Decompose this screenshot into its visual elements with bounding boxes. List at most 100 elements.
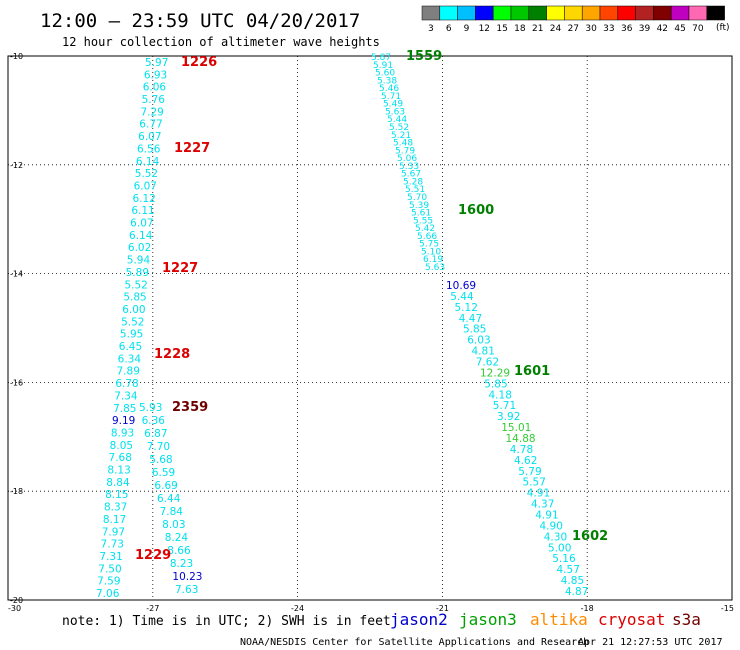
wave-height-value: 4.18: [489, 389, 512, 401]
wave-height-value: 4.91: [535, 510, 558, 522]
wave-height-value: 12.29: [480, 367, 510, 379]
time-tag: 1226: [181, 55, 217, 70]
wave-height-value: 6.12: [132, 193, 155, 205]
lat-label: -18: [10, 487, 23, 496]
wave-height-value: 4.30: [544, 531, 567, 543]
wave-height-value: 5.38: [377, 76, 397, 86]
lat-label: -16: [10, 378, 23, 387]
scale-tick-label: 24: [550, 24, 562, 34]
wave-height-value: 5.51: [405, 185, 425, 195]
lat-label: -20: [10, 596, 23, 605]
wave-height-value: 6.07: [130, 218, 153, 230]
scale-swatch: [457, 5, 476, 21]
scale-tick-label: 15: [496, 24, 507, 34]
wave-height-value: 5.52: [389, 123, 409, 133]
wave-height-value: 7.62: [476, 357, 499, 369]
scale-swatch: [546, 5, 565, 21]
scale-swatch: [670, 5, 690, 21]
wave-height-value: 5.63: [385, 107, 405, 117]
time-tag: 2359: [172, 400, 208, 415]
scale-swatch: [599, 5, 619, 21]
altimeter-tracks: 5.976.936.065.767.296.776.076.566.145.52…: [96, 53, 588, 600]
scale-tick-label: 6: [446, 24, 452, 34]
satellite-altika-label: altika: [530, 610, 588, 629]
wave-height-value: 10.23: [172, 571, 202, 583]
time-tag: 1600: [458, 203, 494, 218]
lon-label: -24: [291, 604, 304, 613]
scale-tick-label: 12: [479, 24, 490, 34]
wave-height-value: 4.91: [527, 488, 550, 500]
wave-height-value: 7.06: [96, 588, 120, 600]
scale-unit-label: (ft): [716, 23, 730, 33]
wave-height-value: 8.93: [111, 427, 134, 439]
lon-label: -27: [146, 604, 159, 613]
map-title: 12:00 – 23:59 UTC 04/20/2017: [40, 10, 360, 32]
wave-height-value: 5.89: [126, 267, 149, 279]
wave-height-value: 5.66: [417, 232, 437, 242]
wave-height-value: 6.59: [152, 467, 175, 479]
wave-height-value: 4.87: [565, 586, 588, 598]
scale-swatch: [635, 5, 654, 21]
wave-height-value: 5.39: [409, 201, 429, 211]
wave-height-value: 6.02: [128, 242, 151, 254]
lon-label: -21: [436, 604, 449, 613]
wave-height-value: 3.92: [497, 411, 520, 423]
map-frame: [7, 55, 733, 601]
wave-height-value: 6.78: [115, 378, 138, 390]
wave-height-value: 5.67: [401, 170, 421, 180]
time-tag: 1229: [135, 548, 171, 563]
wave-height-value: 7.97: [102, 526, 125, 538]
credit-line: NOAA/NESDIS Center for Satellite Applica…: [240, 637, 589, 648]
wave-height-value: 8.05: [110, 440, 133, 452]
wave-height-value: 5.28: [403, 177, 423, 187]
wave-height-value: 5.85: [463, 324, 486, 336]
wave-height-value: 7.31: [99, 551, 122, 563]
wave-height-value: 6.11: [131, 205, 154, 217]
wave-height-value: 4.78: [510, 444, 533, 456]
wave-height-value: 5.46: [379, 84, 399, 94]
wave-height-scale: 3 6 9 12 15 18 21 24 27 30 33 36 39 42 45 70: [421, 5, 725, 34]
wave-height-value: 6.34: [118, 353, 142, 365]
wave-height-value: 5.52: [135, 168, 158, 180]
wave-height-value: 5.60: [375, 69, 395, 79]
wave-height-value: 5.44: [450, 291, 474, 303]
wave-height-value: 6.45: [119, 341, 142, 353]
wave-height-value: 5.06: [397, 154, 417, 164]
scale-swatch: [653, 5, 672, 21]
lat-lon-grid: [7, 55, 733, 601]
wave-height-value: 5.71: [381, 92, 401, 102]
wave-height-value: 7.50: [98, 563, 121, 575]
scale-tick-label: 70: [692, 24, 704, 34]
wave-height-value: 6.07: [138, 131, 161, 143]
satellite-jason2-label: jason2: [390, 610, 448, 629]
wave-height-value: 6.07: [134, 180, 157, 192]
scale-swatch: [617, 5, 636, 21]
wave-height-value: 7.29: [140, 106, 163, 118]
wave-height-value: 6.56: [137, 143, 161, 155]
satellite-s3a-label: s3a: [672, 610, 701, 629]
wave-height-value: 5.10: [421, 247, 441, 257]
wave-height-value: 6.19: [423, 255, 443, 265]
wave-height-value: 5.52: [121, 316, 144, 328]
lat-label: -10: [10, 52, 23, 61]
wave-height-value: 5.75: [419, 240, 439, 250]
wave-height-value: 7.63: [175, 584, 198, 596]
scale-swatch: [528, 5, 547, 21]
lon-label: -30: [8, 604, 21, 613]
wave-height-value: 8.13: [107, 465, 130, 477]
wave-height-value: 6.87: [144, 428, 167, 440]
wave-height-value: 6.93: [144, 69, 167, 81]
lon-label: -15: [721, 604, 734, 613]
wave-height-value: 15.01: [501, 422, 531, 434]
wave-height-value: 5.63: [425, 263, 445, 273]
wave-height-value: 5.70: [407, 193, 427, 203]
wave-height-value: 8.84: [106, 477, 130, 489]
wave-height-value: 14.88: [506, 433, 536, 445]
scale-tick-label: 9: [464, 24, 470, 34]
scale-swatch: [688, 5, 708, 21]
wave-height-value: 5.85: [484, 378, 507, 390]
wave-height-value: 5.91: [373, 61, 393, 71]
wave-height-value: 5.42: [415, 224, 435, 234]
wave-height-value: 5.71: [493, 400, 516, 412]
map-subtitle: 12 hour collection of altimeter wave hei…: [62, 35, 380, 49]
